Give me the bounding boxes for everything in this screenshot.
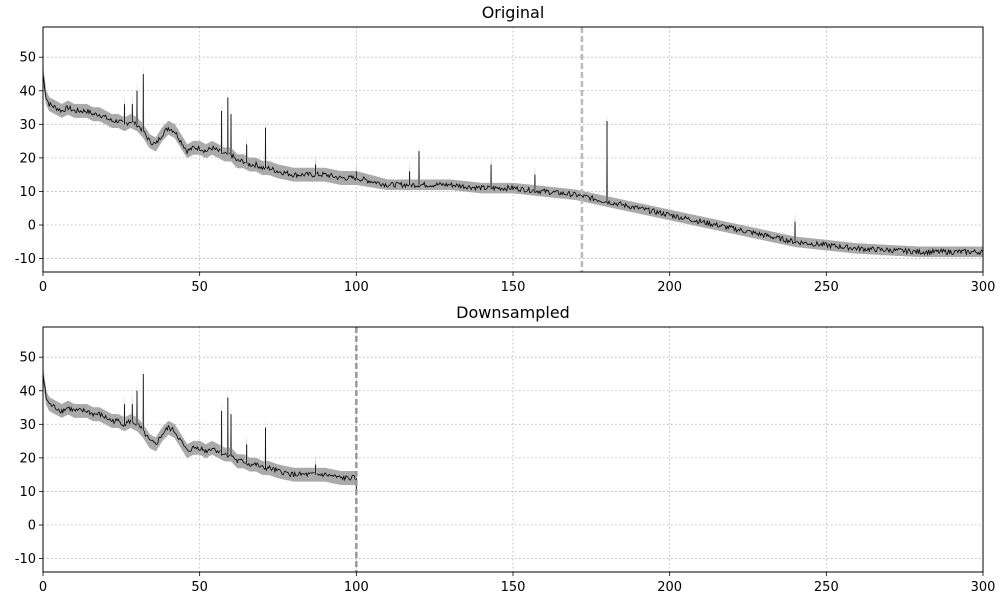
y-tick-label: 40	[19, 384, 36, 399]
series-group	[43, 63, 983, 258]
y-tick-label: 30	[19, 418, 36, 433]
x-tick-label: 300	[971, 580, 996, 595]
chart-title: Original	[482, 3, 545, 22]
x-tick-label: 0	[39, 580, 47, 595]
uncertainty-band	[43, 67, 983, 258]
y-tick-label: 10	[19, 185, 36, 200]
y-tick-label: 0	[28, 219, 36, 234]
chart-title: Downsampled	[456, 303, 570, 322]
y-tick-label: 10	[19, 485, 36, 500]
x-tick-label: 50	[191, 280, 208, 295]
series-group	[43, 363, 358, 495]
x-tick-label: 200	[657, 280, 682, 295]
y-tick-label: 30	[19, 118, 36, 133]
x-tick-label: 0	[39, 280, 47, 295]
spike-shade	[355, 161, 358, 179]
y-tick-label: -10	[15, 552, 36, 567]
y-tick-label: 50	[19, 351, 36, 366]
x-tick-label: 200	[657, 580, 682, 595]
x-tick-label: 250	[814, 580, 839, 595]
x-tick-label: 300	[971, 280, 996, 295]
series-line	[43, 373, 357, 482]
y-tick-label: -10	[15, 252, 36, 267]
panel-downsampled: 0 50 100 150 200 250 300-1001020304050Downsamp…	[15, 303, 996, 595]
x-tick-label: 50	[191, 580, 208, 595]
x-tick-label: 100	[344, 280, 369, 295]
x-tick-label: 250	[814, 280, 839, 295]
spike-shade	[314, 454, 317, 475]
x-tick-label: 100	[344, 580, 369, 595]
y-tick-label: 20	[19, 451, 36, 466]
y-tick-label: 50	[19, 51, 36, 66]
y-tick-label: 0	[28, 519, 36, 534]
x-tick-label: 150	[501, 280, 526, 295]
y-tick-label: 40	[19, 84, 36, 99]
x-tick-label: 150	[501, 580, 526, 595]
y-tick-label: 20	[19, 151, 36, 166]
series-line	[43, 73, 983, 256]
